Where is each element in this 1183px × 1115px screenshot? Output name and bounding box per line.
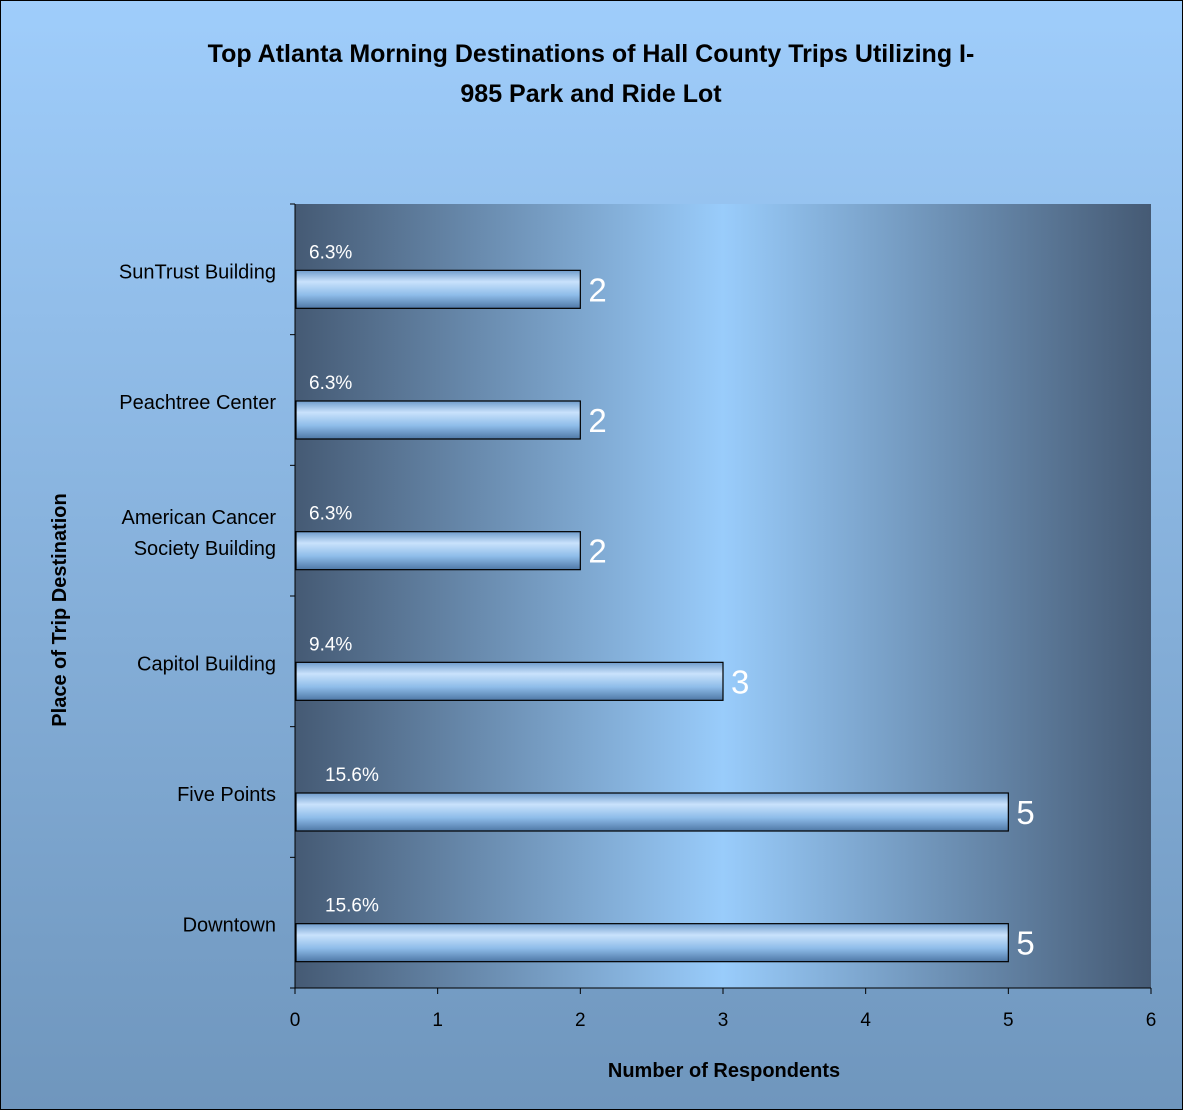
category-label: SunTrust Building — [119, 261, 276, 283]
bar — [295, 923, 1009, 963]
x-axis-title: Number of Respondents — [608, 1060, 840, 1082]
category-label: Downtown — [183, 915, 276, 937]
plot-area — [295, 204, 1151, 988]
x-tick-label: 3 — [718, 1010, 729, 1031]
percent-label: 6.3% — [309, 504, 352, 525]
value-label: 2 — [588, 533, 606, 570]
value-label: 5 — [1016, 794, 1034, 831]
category-label: Capitol Building — [137, 653, 276, 675]
x-tick-label: 2 — [575, 1010, 586, 1031]
bar — [295, 400, 581, 440]
chart-title-line-1: Top Atlanta Morning Destinations of Hall… — [208, 40, 975, 68]
chart-title-line-2: 985 Park and Ride Lot — [460, 80, 722, 108]
category-label: Society Building — [134, 538, 276, 560]
value-label: 3 — [731, 663, 749, 700]
x-tick-label: 4 — [860, 1010, 871, 1031]
x-tick-label: 0 — [290, 1010, 301, 1031]
percent-label: 15.6% — [325, 765, 379, 786]
bar — [295, 269, 581, 309]
bar — [295, 661, 724, 701]
percent-label: 6.3% — [309, 373, 352, 394]
value-label: 2 — [588, 402, 606, 439]
y-axis-title: Place of Trip Destination — [49, 493, 71, 726]
category-label: Peachtree Center — [119, 392, 276, 414]
value-label: 5 — [1016, 925, 1034, 962]
percent-label: 15.6% — [325, 896, 379, 917]
bar — [295, 792, 1009, 832]
x-tick-label: 5 — [1003, 1010, 1014, 1031]
category-label: Five Points — [177, 784, 276, 806]
percent-label: 9.4% — [309, 634, 352, 655]
x-tick-label: 6 — [1146, 1010, 1157, 1031]
value-label: 2 — [588, 271, 606, 308]
x-tick-label: 1 — [432, 1010, 443, 1031]
bar — [295, 531, 581, 571]
percent-label: 6.3% — [309, 242, 352, 263]
category-label: American Cancer — [121, 507, 276, 529]
